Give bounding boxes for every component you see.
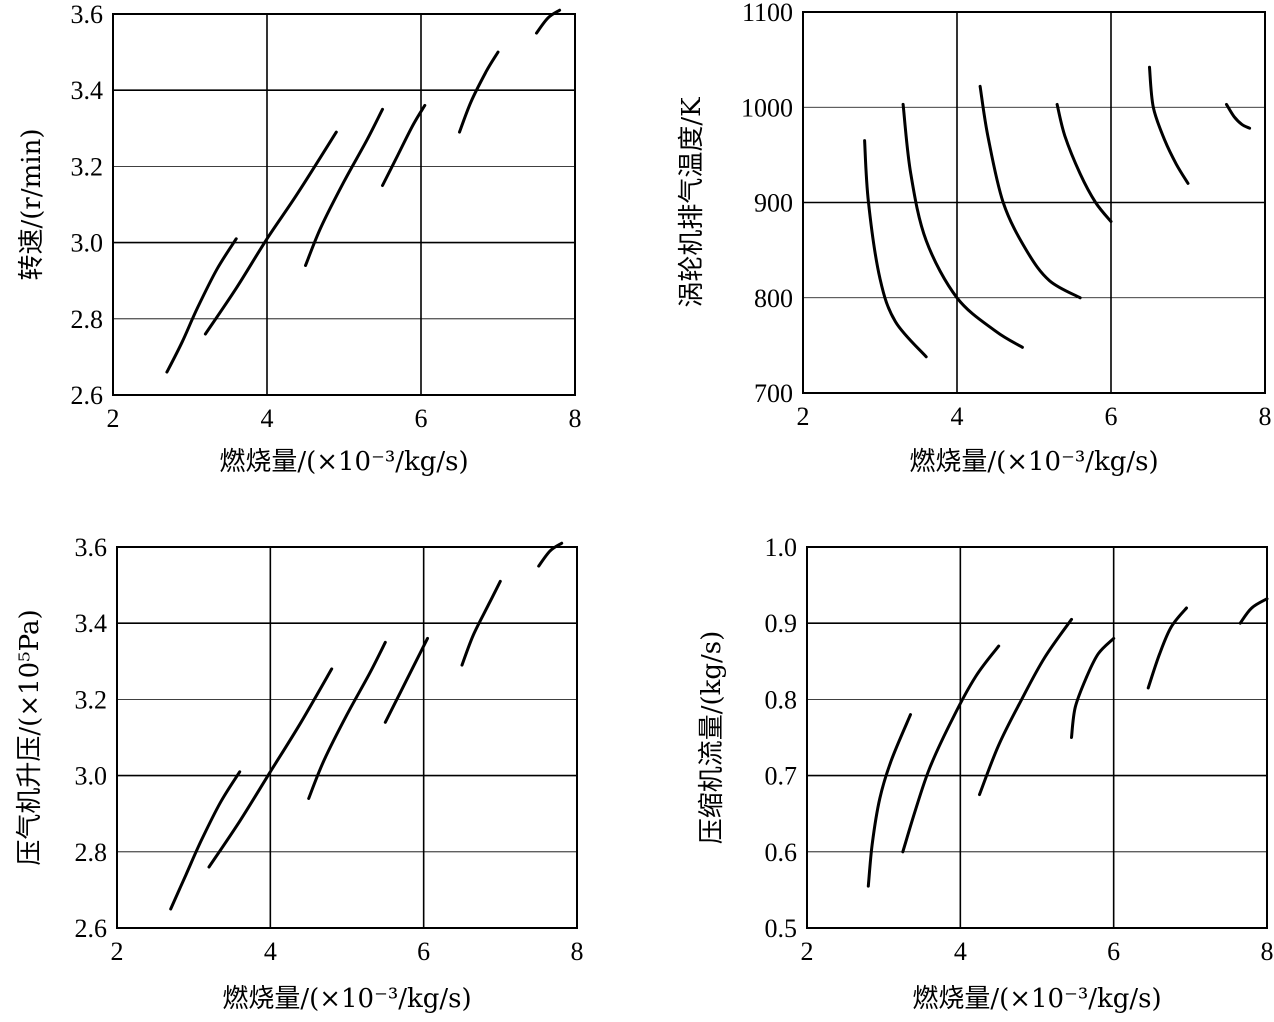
x-tick-label: 4 [951,402,964,431]
y-tick-label: 3.0 [75,762,108,791]
y-axis-label: 转速/(r/min) [17,129,47,281]
plot-frame [806,546,1268,929]
x-tick-label: 6 [415,404,428,433]
y-tick-label: 2.8 [75,838,108,867]
plot-frame [802,11,1266,394]
y-tick-label: 2.6 [71,381,104,410]
series-line-6 [535,8,562,35]
y-tick-label: 3.4 [71,76,104,105]
x-tick-label: 6 [417,937,430,966]
y-tick-label: 1000 [741,93,793,122]
series-line-1 [165,237,238,374]
series-line-3 [307,640,387,800]
y-tick-label: 0.9 [765,609,798,638]
series-line-2 [901,644,1001,854]
x-tick-label: 2 [111,937,124,966]
x-axis-label: 燃烧量/(×10⁻³/kg/s) [222,984,471,1014]
x-axis-label: 燃烧量/(×10⁻³/kg/s) [909,447,1158,477]
series-line-5 [1146,606,1188,690]
x-axis-label: 燃烧量/(×10⁻³/kg/s) [219,447,468,477]
series-line-2 [203,130,338,336]
y-tick-label: 0.8 [765,685,798,714]
y-tick-label: 800 [754,284,793,313]
x-tick-label: 2 [801,937,814,966]
x-tick-label: 6 [1107,937,1120,966]
y-tick-label: 3.2 [71,152,104,181]
x-tick-label: 4 [954,937,967,966]
y-tick-label: 1100 [742,0,793,27]
series-line-3 [304,107,384,267]
series-line-3 [978,84,1082,300]
y-axis-label: 压气机升压/(×10⁵Pa) [15,609,45,865]
y-tick-label: 0.7 [765,762,798,791]
chart-panel-2: 700 800 900 1000 1100 2 4 6 8 燃烧量/(×10⁻³/kg/s) 涡轮机… [677,0,1272,477]
y-tick-label: 2.8 [71,305,104,334]
chart-panel-1: 2.6 2.8 3.0 3.2 3.4 3.6 2 4 6 8 燃烧量/(×10⁻³/kg/s) 转速… [17,0,582,477]
series-line-2 [207,667,334,869]
y-tick-label: 2.6 [75,914,108,943]
x-tick-label: 6 [1105,402,1118,431]
x-tick-label: 4 [261,404,274,433]
series-line-2 [901,102,1024,349]
y-axis-label: 涡轮机排气温度/K [677,97,707,308]
y-tick-label: 3.4 [75,609,108,638]
x-tick-label: 8 [1261,937,1274,966]
x-tick-label: 4 [264,937,277,966]
series-line-4 [1055,102,1113,223]
y-tick-label: 0.6 [765,838,798,867]
series-line-1 [863,139,928,359]
series-line-6 [1238,597,1269,625]
series-line-4 [383,636,429,724]
series-line-6 [537,541,564,568]
series-line-1 [866,713,912,888]
series-line-5 [458,50,500,134]
x-tick-label: 8 [569,404,582,433]
y-axis-label: 压缩机流量/(kg/s) [697,631,727,845]
x-tick-label: 2 [797,402,810,431]
y-tick-label: 3.0 [71,229,104,258]
y-tick-label: 900 [754,189,793,218]
plot-frame [116,546,578,929]
x-axis-label: 燃烧量/(×10⁻³/kg/s) [912,984,1161,1014]
series-line-6 [1225,102,1252,130]
series-line-4 [1070,636,1116,739]
y-tick-label: 3.6 [71,0,104,29]
y-tick-label: 700 [754,379,793,408]
series-line-5 [460,579,502,667]
series-line-4 [381,103,427,187]
series-line-5 [1148,65,1190,185]
x-tick-label: 2 [107,404,120,433]
y-tick-label: 0.5 [765,914,798,943]
y-tick-label: 1.0 [765,533,798,562]
x-tick-label: 8 [1259,402,1272,431]
y-tick-label: 3.6 [75,533,108,562]
plot-frame [112,13,576,396]
chart-panel-4: 0.5 0.6 0.7 0.8 0.9 1.0 2 4 6 8 燃烧量/(×10⁻³/kg/s) 压缩… [697,533,1274,1014]
x-tick-label: 8 [571,937,584,966]
y-tick-label: 3.2 [75,685,108,714]
series-line-1 [169,770,242,911]
chart-panel-3: 2.6 2.8 3.0 3.2 3.4 3.6 2 4 6 8 燃烧量/(×10⁻³/kg/s) 压气… [15,533,584,1014]
series-line-3 [978,617,1073,797]
